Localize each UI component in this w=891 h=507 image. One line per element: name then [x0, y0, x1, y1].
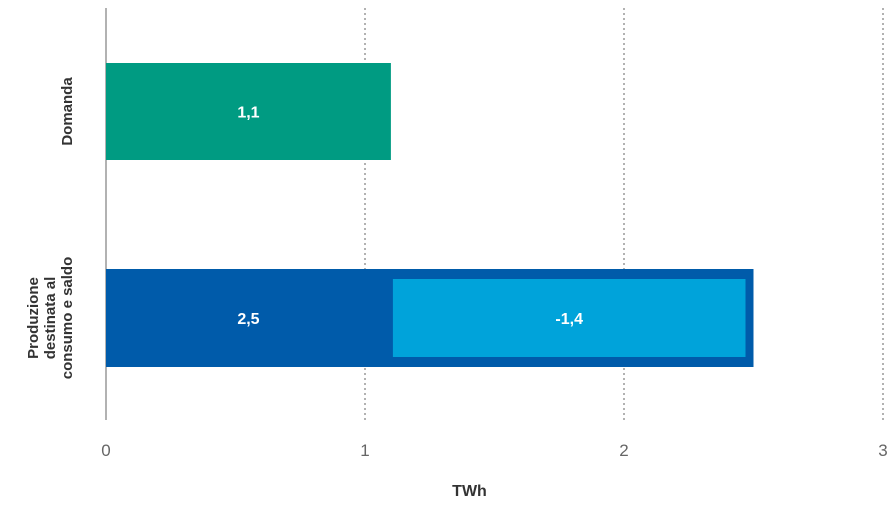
bar-1-inner [392, 279, 746, 357]
category-label-line: consumo e saldo [59, 257, 76, 380]
category-label-1: Produzionedestinata alconsumo e saldo [25, 257, 76, 380]
data-label-0: 1,1 [237, 105, 259, 122]
bar-0 [106, 63, 391, 160]
category-label-line: destinata al [42, 277, 59, 360]
data-label-inner-1: -1,4 [555, 311, 583, 328]
grid-lines [364, 8, 884, 420]
x-tick-label: 2 [619, 441, 628, 460]
category-labels: Domanda Produzionedestinata alconsumo e s… [25, 77, 76, 380]
category-label-line: Domanda [59, 77, 76, 146]
x-tick-label: 3 [878, 441, 887, 460]
category-label-0: Domanda [59, 77, 76, 146]
x-tick-labels: 0 1 2 3 [101, 441, 887, 460]
x-tick-label: 1 [360, 441, 369, 460]
category-label-line: Produzione [25, 277, 42, 359]
data-label-1: 2,5 [237, 311, 259, 328]
bars: 1,1 -1,4 2,5 [106, 63, 754, 367]
x-axis-title: TWh [452, 483, 487, 500]
x-tick-label: 0 [101, 441, 110, 460]
